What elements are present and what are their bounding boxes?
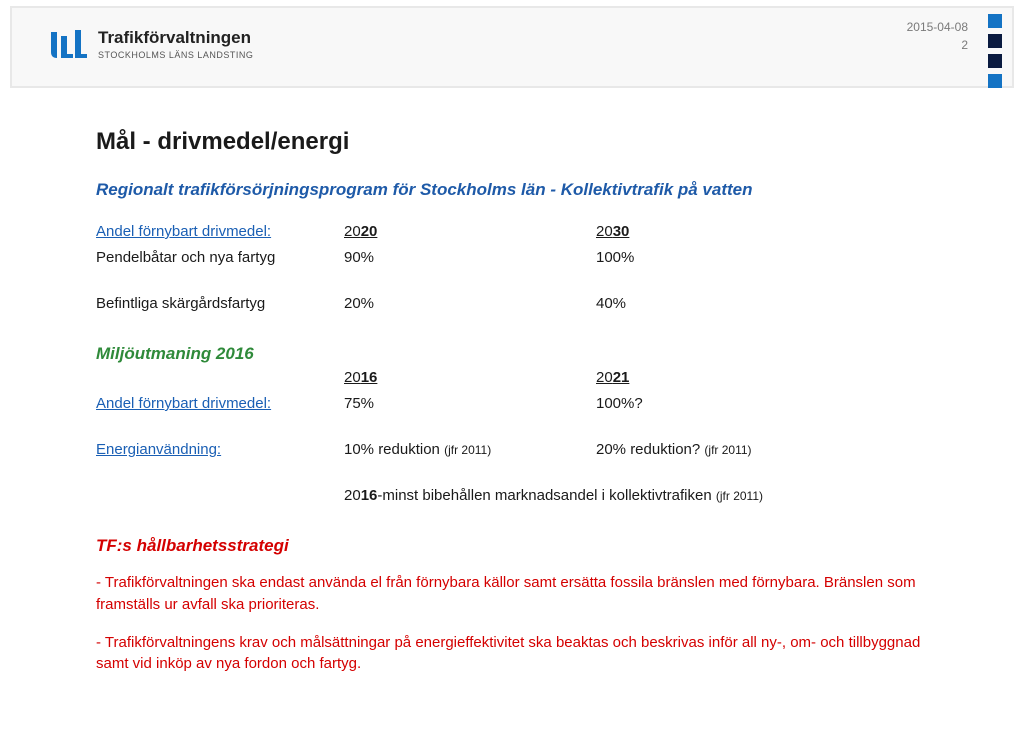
s1-r3-c1: 20% bbox=[344, 292, 596, 316]
s1-r1-c1: 2020 bbox=[344, 220, 596, 244]
s2-r1-c2: 100%? bbox=[596, 392, 928, 416]
s2-r2-c2: 20% reduktion? (jfr 2011) bbox=[596, 438, 928, 462]
s2-r2-c1: 10% reduktion (jfr 2011) bbox=[344, 438, 596, 462]
corner-sq-1 bbox=[988, 14, 1002, 28]
s2-footnote: 2016-minst bibehållen marknadsandel i ko… bbox=[344, 484, 928, 508]
section3-p1: - Trafikförvaltningen ska endast använda… bbox=[96, 572, 928, 616]
s1-r2-c1: 90% bbox=[344, 246, 596, 270]
header-meta: 2015-04-08 2 bbox=[907, 18, 968, 54]
s1-r2-label: Pendelbåtar och nya fartyg bbox=[96, 246, 344, 270]
s1-r3-label: Befintliga skärgårdsfartyg bbox=[96, 292, 344, 316]
s2-r1-label: Andel förnybart drivmedel: bbox=[96, 392, 344, 416]
logo-block: Trafikförvaltningen STOCKHOLMS LÄNS LAND… bbox=[48, 28, 253, 62]
corner-squares bbox=[988, 14, 1002, 88]
section1-heading: Regionalt trafikförsörjningsprogram för … bbox=[96, 180, 928, 200]
s1-r3-c2: 40% bbox=[596, 292, 928, 316]
corner-sq-4 bbox=[988, 74, 1002, 88]
corner-sq-2 bbox=[988, 34, 1002, 48]
s2-r2-label: Energianvändning: bbox=[96, 438, 344, 462]
section2-table: 2016 2021 Andel förnybart drivmedel: 75%… bbox=[96, 366, 928, 508]
s2-r0-label bbox=[96, 366, 344, 390]
section1-table: Andel förnybart drivmedel: 2020 2030 Pen… bbox=[96, 220, 928, 316]
s2-r1-c1: 75% bbox=[344, 392, 596, 416]
header-page-num: 2 bbox=[907, 36, 968, 54]
empty bbox=[96, 464, 344, 508]
org-name: Trafikförvaltningen bbox=[98, 28, 253, 48]
header-band: Trafikförvaltningen STOCKHOLMS LÄNS LAND… bbox=[10, 6, 1014, 88]
s1-r1-label: Andel förnybart drivmedel: bbox=[96, 220, 344, 244]
org-subtitle: STOCKHOLMS LÄNS LANDSTING bbox=[98, 50, 253, 60]
jll-logo-icon bbox=[48, 28, 90, 62]
s1-r2-c2: 100% bbox=[596, 246, 928, 270]
s2-r0-c1: 2016 bbox=[344, 366, 596, 390]
section3-heading: TF:s hållbarhetsstrategi bbox=[96, 536, 928, 556]
s2-r0-c2: 2021 bbox=[596, 366, 928, 390]
section3-p2: - Trafikförvaltningens krav och målsättn… bbox=[96, 632, 928, 676]
page-title: Mål - drivmedel/energi bbox=[96, 128, 928, 156]
content: Mål - drivmedel/energi Regionalt trafikf… bbox=[0, 88, 1024, 695]
corner-sq-3 bbox=[988, 54, 1002, 68]
gap bbox=[96, 418, 928, 436]
header-date: 2015-04-08 bbox=[907, 18, 968, 36]
s1-r1-c2: 2030 bbox=[596, 220, 928, 244]
section2-heading: Miljöutmaning 2016 bbox=[96, 344, 928, 364]
gap bbox=[96, 272, 928, 290]
